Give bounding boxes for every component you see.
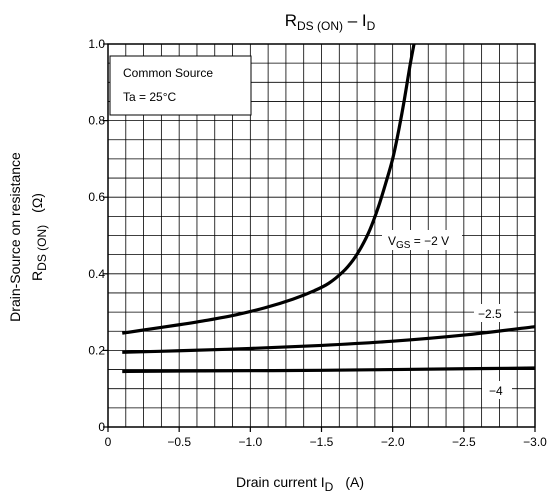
curve-label-vgs-2-backing [382, 230, 462, 250]
y-tick-label: 0 [98, 420, 105, 434]
x-tick-label: 0 [105, 435, 112, 449]
x-axis-tick-labels: 0 −0.5 −1.0 −1.5 −2.0 −2.5 −3.0 [105, 435, 548, 449]
series-line-2 [122, 366, 536, 374]
curve-label-4-backing [482, 381, 512, 399]
series-line-1 [122, 325, 536, 354]
x-tick-label: −2.5 [452, 435, 476, 449]
series-lines [121, 43, 536, 374]
curve-label-vgs-2-text: VGS = −2 V [388, 234, 449, 251]
curve-label-4: −4 [482, 381, 512, 399]
curve-label-vgs-2: VGS = −2 V [382, 230, 462, 251]
curve-label-2-5-backing [474, 304, 514, 322]
y-tick-label: 0.6 [88, 190, 105, 204]
chart-title: RDS (ON) – ID [285, 11, 376, 33]
x-axis-title: Drain current ID (A) [236, 474, 364, 494]
legend-box-frame [109, 55, 252, 116]
series-line-0 [121, 43, 416, 335]
x-tick-label: −3.0 [523, 435, 547, 449]
x-tick-label: −1.0 [238, 435, 262, 449]
legend-box: Common Source Ta = 25°C [109, 55, 252, 116]
y-axis-tick-labels: 0 0.2 0.4 0.6 0.8 1.0 [88, 37, 105, 434]
x-tick-label: −0.5 [167, 435, 191, 449]
y-tick-label: 1.0 [88, 37, 105, 51]
y-axis-title-line2: RDS (ON)(Ω) [29, 193, 49, 281]
y-tick-label: 0.2 [88, 343, 105, 357]
x-tick-label: −1.5 [310, 435, 334, 449]
legend-temperature: Ta = 25°C [123, 90, 176, 104]
y-axis-title-line1: Drain-Source on resistance [7, 152, 23, 322]
legend-common-source: Common Source [123, 66, 213, 80]
curve-label-2-5: −2.5 [474, 304, 514, 322]
curve-label-2-5-text: −2.5 [478, 307, 502, 321]
y-tick-label: 0.8 [88, 114, 105, 128]
curve-label-4-text: −4 [489, 384, 503, 398]
axis-ticks [103, 43, 536, 432]
x-tick-label: −2.0 [381, 435, 405, 449]
y-tick-label: 0.4 [88, 267, 105, 281]
